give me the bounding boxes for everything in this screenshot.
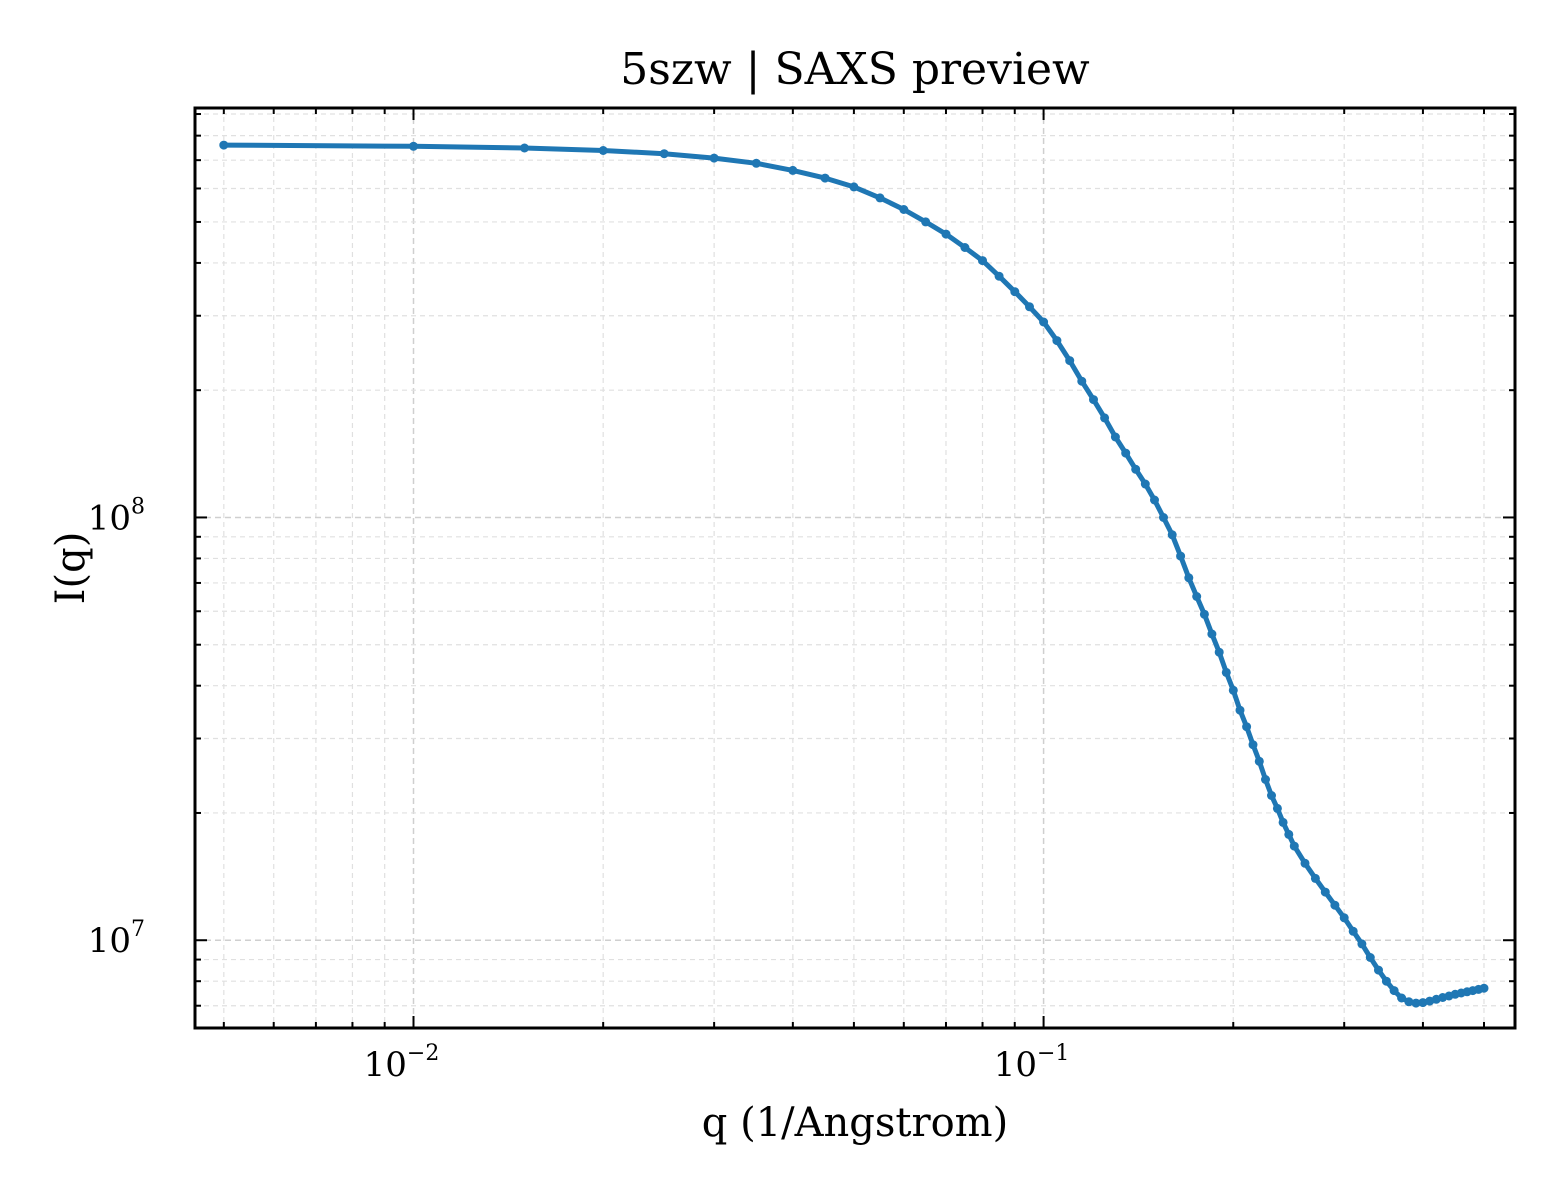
- data-point: [1010, 287, 1020, 297]
- data-point: [751, 158, 761, 168]
- data-point: [978, 256, 987, 266]
- data-point: [1261, 775, 1270, 784]
- chart-title: 5szw | SAXS preview: [620, 44, 1090, 95]
- data-point: [1039, 317, 1049, 327]
- x-tick-label: 10−2: [364, 1041, 440, 1085]
- data-point: [820, 173, 830, 183]
- data-point: [1199, 609, 1209, 619]
- data-point: [1381, 976, 1391, 986]
- data-point: [1100, 413, 1110, 423]
- data-point: [1310, 873, 1320, 883]
- data-point: [1479, 983, 1489, 993]
- data-point: [899, 205, 909, 214]
- data-point: [1242, 722, 1252, 732]
- data-point: [849, 182, 859, 192]
- x-axis-label: q (1/Angstrom): [702, 1100, 1008, 1146]
- y-tick-label: 108: [88, 494, 145, 538]
- data-point: [1289, 841, 1299, 851]
- data-point: [219, 140, 229, 150]
- data-point: [1411, 998, 1421, 1008]
- data-point: [1389, 986, 1399, 996]
- y-axis-label: I(q): [48, 532, 94, 605]
- data-point: [1140, 479, 1150, 489]
- tick-labels: 10−2 10−1 107 108: [88, 494, 1070, 1085]
- data-point: [1065, 356, 1075, 366]
- data-point: [1339, 913, 1349, 923]
- plot-frame: [193, 106, 1517, 1030]
- data-point: [1404, 997, 1414, 1007]
- data-point: [1221, 667, 1231, 677]
- data-point: [520, 143, 529, 153]
- data-point: [994, 271, 1004, 281]
- data-point: [709, 153, 719, 163]
- data-point: [1131, 464, 1141, 474]
- data-point: [1052, 336, 1062, 346]
- data-point: [1159, 513, 1168, 522]
- data-point: [1418, 998, 1428, 1008]
- data-point: [1397, 993, 1407, 1003]
- y-tick-label: 107: [88, 917, 145, 961]
- data-point: [409, 141, 418, 151]
- data-point: [598, 146, 608, 155]
- data-point: [1272, 803, 1282, 813]
- data-point: [1150, 495, 1159, 505]
- data-point: [875, 193, 885, 203]
- data-point: [659, 149, 669, 159]
- data-point: [1278, 817, 1288, 827]
- data-point: [1284, 829, 1294, 839]
- data-point: [1167, 530, 1177, 540]
- data-point: [1176, 551, 1186, 561]
- data-point: [1214, 647, 1224, 657]
- data-point: [1348, 926, 1358, 936]
- data-point: [1365, 953, 1375, 962]
- data-point: [1207, 629, 1217, 639]
- data-point: [1320, 887, 1330, 897]
- grid-lines: [195, 108, 1515, 1028]
- data-point: [1089, 395, 1098, 405]
- data-point: [941, 229, 951, 239]
- data-point: [1077, 376, 1087, 386]
- data-point: [1248, 740, 1258, 750]
- data-point: [1025, 302, 1034, 312]
- plot-series: [219, 140, 1489, 1008]
- data-point: [1374, 965, 1383, 975]
- data-point: [1357, 939, 1367, 949]
- data-point: [1121, 448, 1131, 458]
- data-point: [1184, 573, 1194, 583]
- data-point: [1300, 858, 1310, 868]
- data-point: [788, 165, 798, 175]
- data-point: [1228, 685, 1238, 695]
- data-point: [1192, 592, 1202, 601]
- data-point: [1330, 900, 1340, 910]
- data-point: [1235, 705, 1245, 715]
- data-point: [921, 217, 931, 227]
- data-point: [1254, 756, 1264, 766]
- x-tick-label: 10−1: [994, 1041, 1070, 1085]
- data-point: [960, 243, 970, 252]
- data-point: [1110, 432, 1120, 442]
- data-point: [1267, 791, 1276, 800]
